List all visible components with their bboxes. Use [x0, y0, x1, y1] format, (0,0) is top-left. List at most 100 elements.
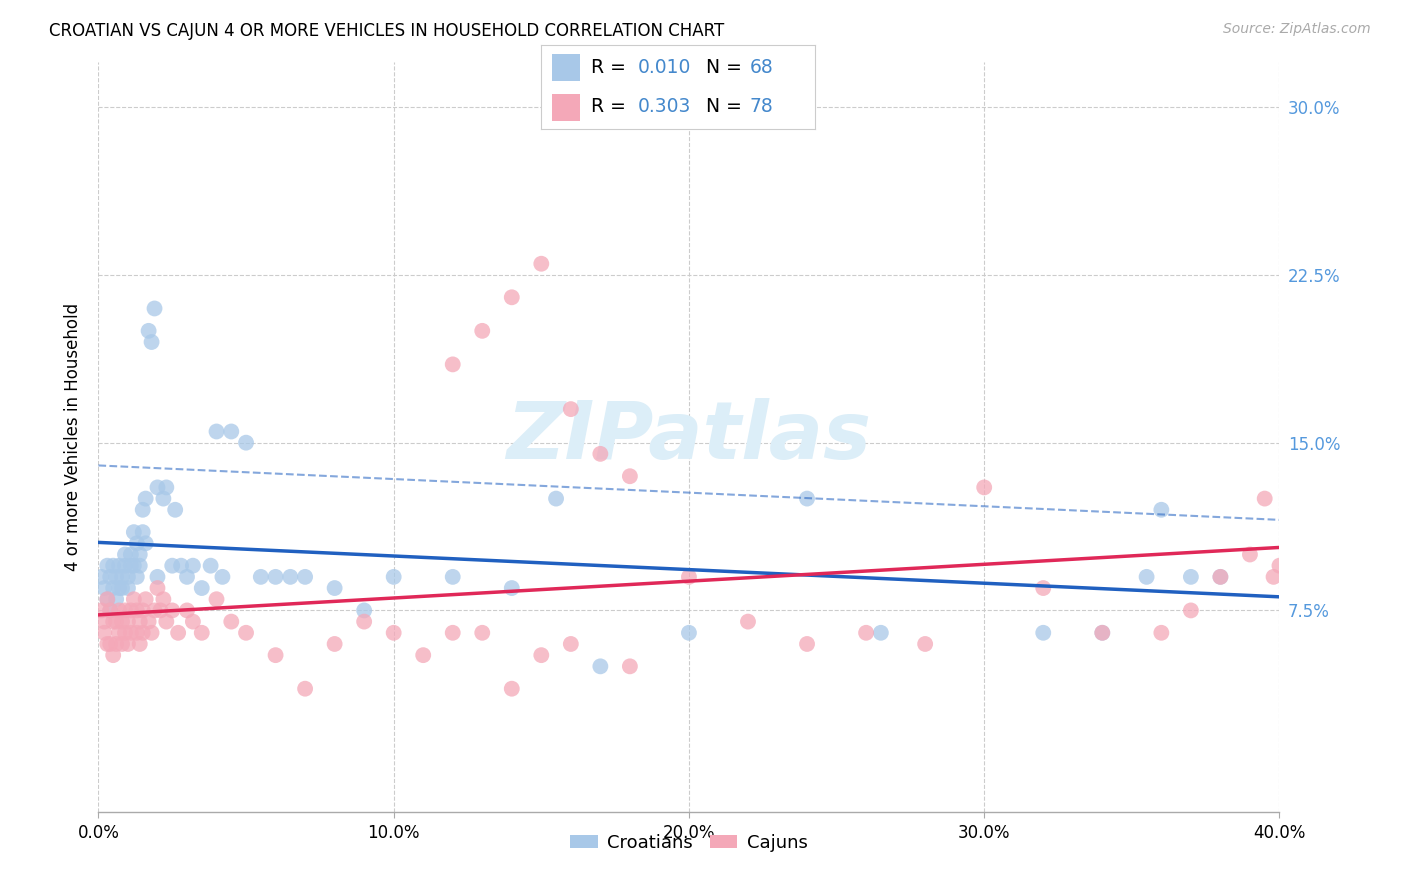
- Point: [855, 625, 877, 640]
- Point: [141, 334, 163, 349]
- Point: [181, 558, 204, 573]
- Point: [98, 603, 121, 617]
- Point: [125, 625, 148, 640]
- Point: [1209, 570, 1232, 584]
- Point: [120, 625, 142, 640]
- Text: ZIPatlas: ZIPatlas: [506, 398, 872, 476]
- Point: [530, 257, 553, 271]
- Point: [155, 615, 177, 629]
- Point: [111, 637, 134, 651]
- Point: [125, 603, 148, 617]
- Point: [165, 502, 187, 516]
- Point: [589, 447, 612, 461]
- Point: [796, 491, 818, 506]
- Point: [191, 625, 214, 640]
- Point: [412, 648, 434, 662]
- Point: [250, 570, 273, 584]
- Point: [93, 615, 115, 629]
- Point: [108, 625, 131, 640]
- Point: [323, 581, 346, 595]
- Point: [589, 659, 612, 673]
- Point: [103, 558, 125, 573]
- Point: [108, 581, 131, 595]
- Point: [98, 570, 121, 584]
- Point: [122, 558, 145, 573]
- Text: R =: R =: [591, 58, 631, 77]
- Text: 0.010: 0.010: [637, 58, 690, 77]
- Point: [264, 648, 287, 662]
- Point: [125, 536, 148, 550]
- Point: [1268, 558, 1291, 573]
- Point: [546, 491, 568, 506]
- Point: [96, 637, 118, 651]
- Point: [1263, 570, 1285, 584]
- Point: [200, 558, 222, 573]
- Point: [117, 637, 139, 651]
- Point: [1150, 625, 1173, 640]
- Point: [1254, 491, 1277, 506]
- Point: [98, 637, 121, 651]
- Point: [149, 603, 172, 617]
- Point: [205, 425, 228, 439]
- Point: [108, 603, 131, 617]
- Point: [141, 625, 163, 640]
- Point: [135, 491, 157, 506]
- Point: [1209, 570, 1232, 584]
- Point: [560, 637, 582, 651]
- FancyBboxPatch shape: [553, 94, 579, 120]
- Point: [441, 570, 464, 584]
- Point: [501, 581, 523, 595]
- Point: [125, 570, 148, 584]
- Point: [1032, 581, 1054, 595]
- Y-axis label: 4 or more Vehicles in Household: 4 or more Vehicles in Household: [65, 303, 83, 571]
- Point: [122, 592, 145, 607]
- Point: [973, 480, 995, 494]
- Point: [796, 637, 818, 651]
- Point: [143, 603, 166, 617]
- Point: [1239, 548, 1261, 562]
- Point: [146, 581, 169, 595]
- Point: [353, 603, 375, 617]
- Point: [135, 592, 157, 607]
- Point: [382, 625, 405, 640]
- Point: [135, 536, 157, 550]
- Point: [211, 570, 233, 584]
- Point: [146, 480, 169, 494]
- Point: [176, 570, 198, 584]
- Text: 68: 68: [749, 58, 773, 77]
- Point: [501, 681, 523, 696]
- Point: [1091, 625, 1114, 640]
- Point: [103, 648, 125, 662]
- Point: [170, 558, 193, 573]
- Point: [111, 570, 134, 584]
- Point: [138, 324, 160, 338]
- Point: [619, 469, 641, 483]
- Text: 78: 78: [749, 97, 773, 116]
- Point: [146, 570, 169, 584]
- Text: R =: R =: [591, 97, 631, 116]
- Point: [1032, 625, 1054, 640]
- Point: [114, 603, 136, 617]
- Point: [128, 615, 150, 629]
- Point: [1180, 570, 1202, 584]
- Point: [221, 425, 243, 439]
- Point: [105, 637, 128, 651]
- Point: [471, 625, 494, 640]
- Point: [114, 558, 136, 573]
- Point: [280, 570, 302, 584]
- Point: [114, 548, 136, 562]
- Point: [132, 625, 155, 640]
- Point: [1136, 570, 1159, 584]
- Point: [181, 615, 204, 629]
- Point: [105, 570, 128, 584]
- Point: [98, 603, 121, 617]
- Point: [93, 581, 115, 595]
- Point: [235, 625, 257, 640]
- Point: [162, 558, 183, 573]
- Point: [205, 592, 228, 607]
- Point: [120, 603, 142, 617]
- Point: [132, 603, 155, 617]
- Point: [96, 592, 118, 607]
- Point: [108, 558, 131, 573]
- Point: [96, 558, 118, 573]
